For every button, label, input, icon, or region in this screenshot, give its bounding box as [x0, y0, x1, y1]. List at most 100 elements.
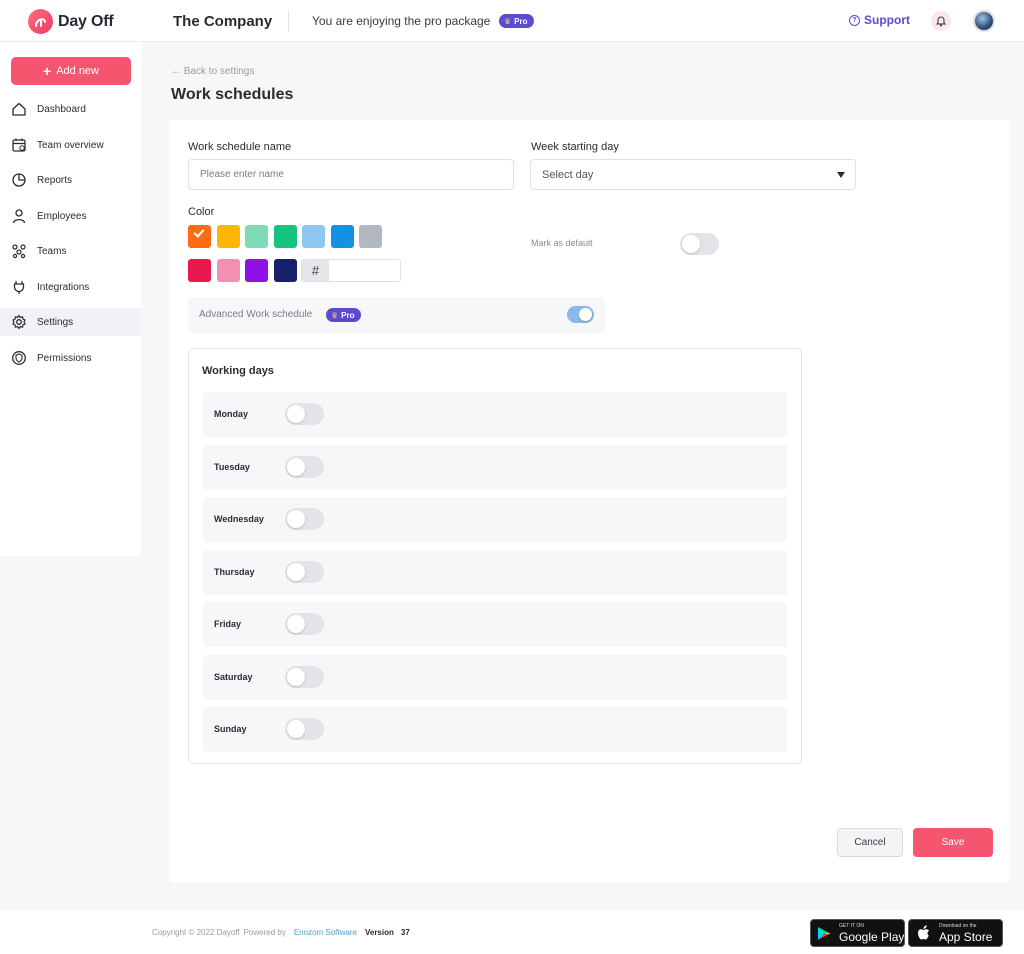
apple-icon [918, 925, 929, 940]
advanced-work-schedule-label: Advanced Work schedule [199, 309, 313, 320]
advanced-work-schedule-toggle[interactable] [567, 306, 594, 323]
sidebar-item-label: Employees [37, 211, 87, 222]
sidebar-item-dashboard[interactable]: Dashboard [0, 95, 141, 123]
color-label: Color [188, 206, 215, 218]
sidebar-item-team-overview[interactable]: Team overview [0, 131, 141, 159]
app-store-badge[interactable]: Download on the App Store [908, 919, 1003, 947]
mark-as-default-label: Mark as default [531, 238, 593, 248]
day-row-thursday: Thursday [203, 549, 787, 595]
pro-badge: ♛ Pro [499, 14, 534, 28]
hex-color-input[interactable] [330, 260, 400, 281]
toggle-knob [287, 615, 305, 633]
add-new-button[interactable]: + Add new [11, 57, 131, 85]
advanced-work-schedule-row: Advanced Work schedule ♛ Pro [188, 297, 605, 333]
hex-color-field[interactable]: # [301, 259, 401, 282]
day-name: Saturday [214, 671, 253, 682]
google-play-small: GET IT ON [839, 923, 864, 929]
caret-down-icon [837, 172, 845, 178]
day-toggle-tuesday[interactable] [285, 455, 324, 478]
advanced-pro-badge: ♛ Pro [326, 308, 361, 322]
sidebar-item-teams[interactable]: Teams [0, 237, 141, 265]
sidebar: + Add new Dashboard Team overview Report… [0, 42, 141, 556]
week-starting-day-select[interactable]: Select day [530, 159, 856, 190]
support-link[interactable]: ? Support [849, 13, 910, 27]
day-row-monday: Monday [203, 392, 787, 437]
color-swatch[interactable] [330, 225, 354, 248]
copyright-text: Copyright © 2022 Dayoff [152, 928, 240, 937]
sidebar-item-integrations[interactable]: Integrations [0, 273, 141, 301]
toggle-knob [579, 308, 592, 321]
color-swatch[interactable] [188, 259, 211, 282]
help-icon: ? [849, 14, 860, 26]
toggle-knob [287, 667, 305, 686]
page-title: Work schedules [171, 86, 294, 103]
day-row-tuesday: Tuesday [203, 444, 787, 490]
day-name: Sunday [214, 724, 247, 734]
day-name: Wednesday [214, 514, 264, 524]
day-toggle-saturday[interactable] [285, 665, 324, 688]
color-swatch[interactable] [188, 225, 211, 248]
sidebar-item-label: Reports [37, 175, 73, 186]
day-toggle-wednesday[interactable] [285, 508, 324, 530]
pro-badge-label: Pro [514, 16, 528, 26]
user-avatar[interactable] [973, 10, 995, 32]
enozom-software-link[interactable]: Enozom Software [293, 928, 357, 937]
app-logo[interactable]: Day Off [28, 9, 114, 34]
color-swatch[interactable] [245, 259, 268, 282]
back-to-settings-link[interactable]: ← Back to settings [171, 66, 254, 77]
home-icon [12, 102, 26, 116]
week-starting-day-label: Week starting day [531, 141, 619, 153]
day-toggle-monday[interactable] [285, 403, 324, 425]
sidebar-item-settings[interactable]: Settings [0, 308, 141, 336]
color-swatch[interactable] [273, 225, 297, 248]
day-toggle-sunday[interactable] [285, 718, 324, 740]
toggle-knob [287, 720, 305, 738]
sidebar-item-reports[interactable]: Reports [0, 166, 141, 194]
color-swatch[interactable] [273, 259, 297, 282]
sidebar-item-employees[interactable]: Employees [0, 202, 141, 230]
notifications-button[interactable] [931, 11, 951, 31]
color-swatch[interactable] [245, 225, 268, 248]
day-row-saturday: Saturday [203, 654, 787, 700]
header-divider [288, 10, 289, 32]
mark-as-default-toggle[interactable] [680, 233, 719, 255]
color-swatch[interactable] [216, 225, 240, 248]
schedule-name-input[interactable] [188, 159, 514, 190]
day-toggle-friday[interactable] [285, 613, 324, 635]
color-swatch[interactable] [359, 225, 382, 248]
color-swatch[interactable] [216, 259, 240, 282]
day-toggle-thursday[interactable] [285, 560, 324, 583]
teams-icon [12, 244, 26, 259]
day-row-friday: Friday [203, 602, 787, 647]
google-play-badge[interactable]: GET IT ON Google Play [810, 919, 905, 947]
toggle-knob [682, 235, 700, 253]
back-label: Back to settings [183, 66, 255, 77]
toggle-knob [287, 405, 305, 423]
save-button[interactable]: Save [913, 828, 993, 857]
add-new-label: Add new [56, 65, 99, 77]
logo-icon [28, 9, 53, 34]
arrow-left-icon: ← [171, 66, 181, 77]
pie-chart-icon [12, 173, 26, 187]
toggle-knob [287, 457, 305, 476]
sidebar-item-permissions[interactable]: Permissions [0, 344, 141, 372]
calendar-icon [12, 138, 26, 152]
app-store-big: App Store [939, 930, 993, 944]
google-play-big: Google Play [839, 930, 905, 944]
support-label: Support [864, 13, 910, 27]
sidebar-item-label: Integrations [37, 282, 90, 293]
bell-icon [935, 16, 947, 27]
hash-symbol: # [302, 260, 329, 281]
user-icon [12, 209, 26, 224]
version-number: 37 [400, 928, 410, 937]
company-name: The Company [173, 13, 273, 30]
toggle-knob [287, 510, 305, 528]
version-label: Version [364, 928, 394, 937]
app-name: Day Off [58, 12, 114, 30]
sidebar-item-label: Permissions [37, 353, 92, 364]
crown-icon: ♛ [504, 16, 512, 26]
toggle-knob [287, 562, 305, 581]
cancel-button[interactable]: Cancel [837, 828, 903, 857]
color-swatch[interactable] [302, 225, 325, 248]
top-header: Day Off The Company You are enjoying the… [0, 0, 1024, 42]
